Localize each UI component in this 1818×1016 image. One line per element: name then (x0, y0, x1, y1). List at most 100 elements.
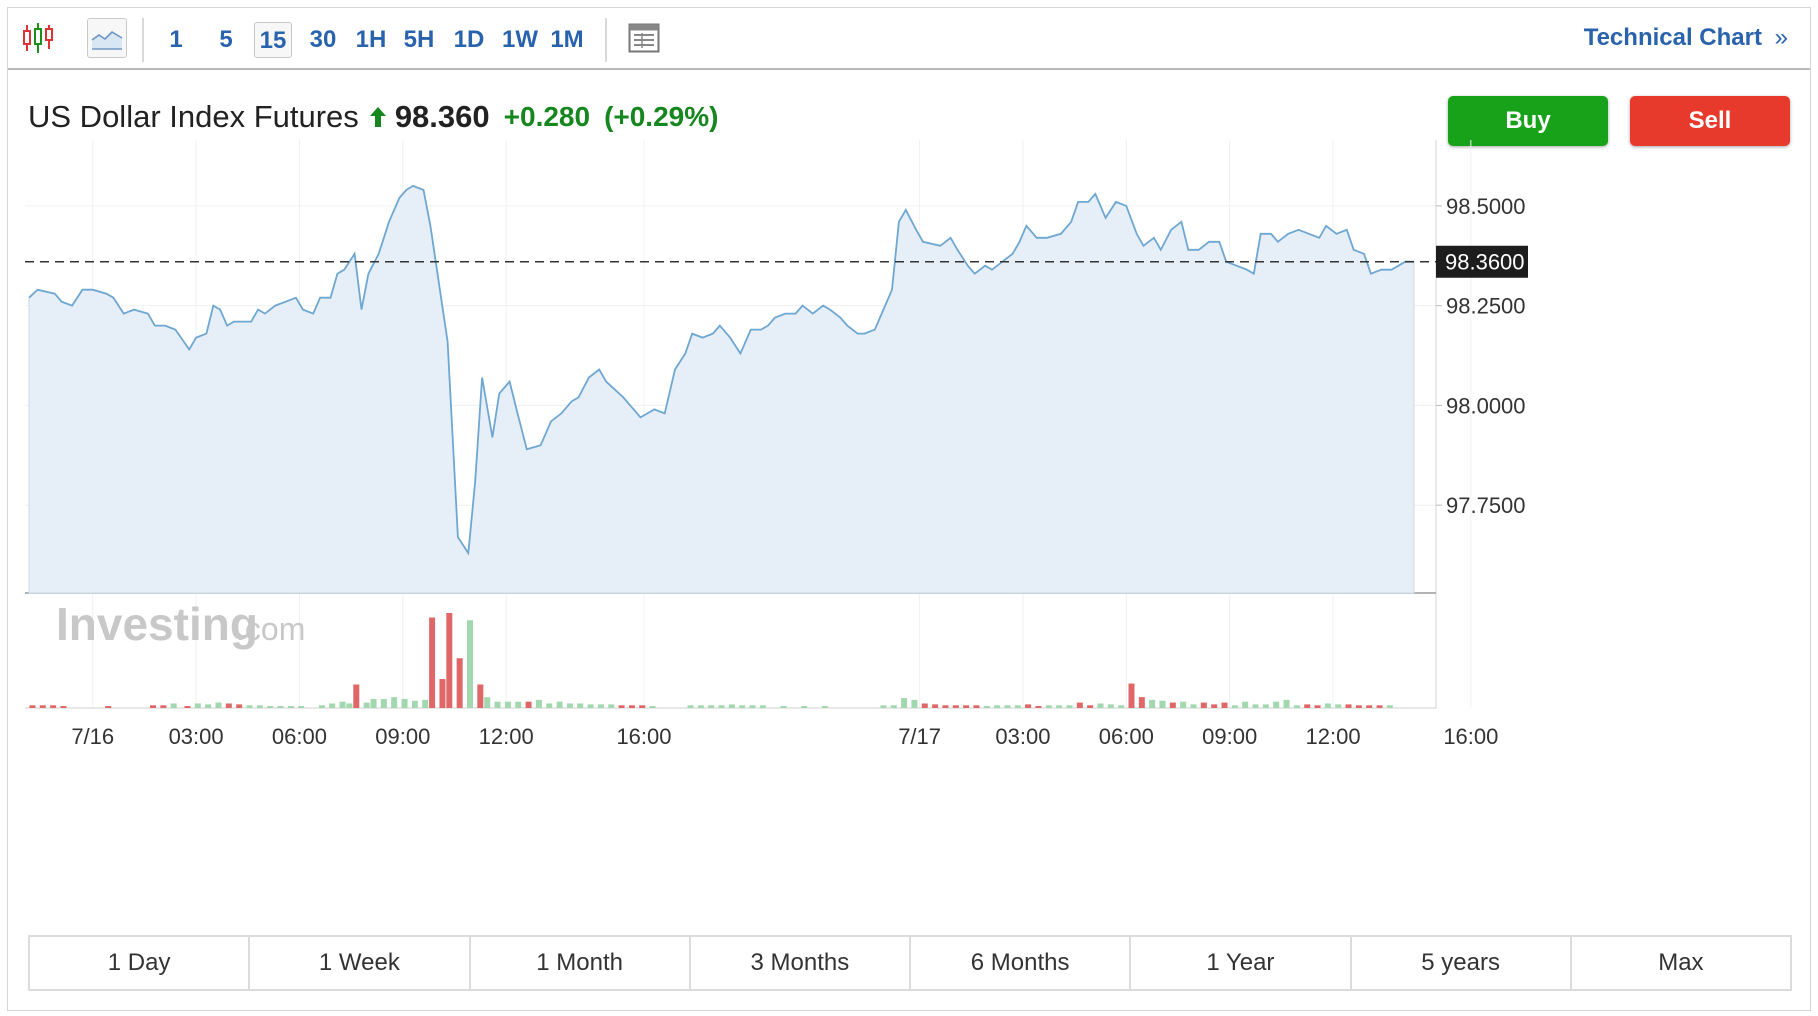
volume-bar (439, 679, 446, 708)
volume-bar (546, 703, 553, 708)
volume-bar (780, 706, 787, 708)
volume-bar (821, 706, 828, 708)
volume-bar (363, 702, 370, 708)
interval-5[interactable]: 5 (219, 26, 233, 53)
volume-bar (759, 705, 766, 708)
volume-bar (535, 699, 542, 708)
volume-bar (370, 698, 377, 708)
technical-chart-link[interactable]: Technical Chart » (1584, 24, 1788, 52)
volume-bar (618, 705, 625, 708)
volume-bar (60, 706, 67, 708)
interval-30[interactable]: 30 (309, 26, 337, 53)
volume-bar (911, 699, 918, 708)
volume-bar (1231, 705, 1238, 708)
volume-bar (1066, 705, 1073, 708)
volume-bar (801, 706, 808, 708)
volume-bar (504, 701, 511, 708)
volume-bar (494, 701, 501, 708)
volume-bar (1293, 705, 1300, 708)
y-tick-label: 97.7500 (1446, 493, 1526, 518)
volume-bar (287, 706, 294, 708)
layout-icon[interactable] (624, 18, 664, 58)
range-6-months[interactable]: 6 Months (911, 937, 1132, 989)
volume-bar (1376, 705, 1383, 708)
buy-button[interactable]: Buy (1448, 96, 1608, 146)
price-chart[interactable]: Investing .com 98.5000 98.2500 98.0000 97.7… (8, 8, 1810, 928)
range-1-month[interactable]: 1 Month (471, 937, 691, 989)
volume-bar (39, 705, 46, 708)
technical-chart-label: Technical Chart (1583, 24, 1762, 51)
x-tick-label: 7/16 (71, 724, 114, 749)
volume-bar (1273, 701, 1280, 708)
volume-bar (1221, 702, 1228, 708)
x-tick-label: 09:00 (1202, 724, 1257, 749)
x-tick-label: 16:00 (616, 724, 671, 749)
area-chart-icon[interactable] (87, 18, 127, 58)
volume-bar (105, 706, 112, 708)
y-tick-label: 98.0000 (1446, 393, 1526, 418)
volume-bar (1283, 699, 1290, 708)
instrument-header: US Dollar Index Futures 98.360 +0.280 (+… (28, 92, 718, 142)
volume-bar (1190, 704, 1197, 708)
double-chevron-icon: » (1774, 24, 1788, 51)
volume-bar (194, 703, 201, 708)
volume-bars (29, 613, 1393, 708)
volume-bar (267, 706, 274, 708)
volume-bar (1149, 699, 1156, 708)
table-layout-glyph (628, 23, 660, 53)
y-axis: 98.5000 98.2500 98.0000 97.7500 (1436, 194, 1526, 518)
volume-bar (1252, 704, 1259, 708)
last-price: 98.360 (394, 99, 490, 134)
x-tick-label: 12:00 (479, 724, 534, 749)
volume-bar (1304, 704, 1311, 708)
area-chart-glyph (91, 30, 123, 50)
investing-watermark: Investing .com (56, 598, 305, 650)
volume-bar (1087, 705, 1094, 708)
volume-bar (391, 697, 398, 708)
x-axis: 7/16 03:00 06:00 09:00 12:00 16:00 7/17 03:00 06… (71, 724, 1498, 749)
range-1-week[interactable]: 1 Week (250, 937, 471, 989)
volume-bar (1180, 701, 1187, 708)
volume-bar (456, 658, 463, 708)
watermark-suffix: .com (236, 611, 305, 647)
interval-5h[interactable]: 5H (403, 26, 435, 53)
price-change: +0.280 (503, 101, 591, 132)
volume-bar (353, 684, 360, 708)
candlestick-chart-icon[interactable] (18, 18, 58, 58)
volume-bar (339, 701, 346, 708)
volume-bar (1355, 705, 1362, 708)
x-tick-label: 03:00 (995, 724, 1050, 749)
volume-bar (890, 705, 897, 708)
volume-bar (184, 706, 191, 708)
range-1-year[interactable]: 1 Year (1131, 937, 1352, 989)
volume-bar (597, 704, 604, 708)
volume-bar (566, 703, 573, 708)
volume-bar (170, 703, 177, 708)
chart-toolbar: 1 5 15 30 1H 5H 1D 1W 1M Technical Chart » (8, 8, 1810, 70)
volume-bar (697, 705, 704, 708)
interval-1w[interactable]: 1W (502, 26, 538, 53)
x-tick-label: 03:00 (169, 724, 224, 749)
x-tick-label: 06:00 (1099, 724, 1154, 749)
volume-bar (150, 705, 157, 708)
volume-bar (708, 705, 715, 708)
candlestick-icon (23, 23, 53, 53)
range-selector: 1 Day 1 Week 1 Month 3 Months 6 Months 1 Year… (28, 935, 1792, 991)
interval-1d[interactable]: 1D (453, 26, 485, 53)
interval-1h[interactable]: 1H (355, 26, 387, 53)
interval-15[interactable]: 15 (254, 22, 292, 58)
sell-button[interactable]: Sell (1630, 96, 1790, 146)
volume-bar (1366, 705, 1373, 708)
x-tick-label: 7/17 (898, 724, 941, 749)
price-area-fill (28, 185, 1415, 594)
volume-bar (556, 701, 563, 708)
interval-1m[interactable]: 1M (550, 26, 584, 53)
range-max[interactable]: Max (1658, 949, 1704, 976)
range-5-years[interactable]: 5 years (1352, 937, 1572, 989)
volume-bar (1128, 683, 1135, 708)
volume-bar (515, 701, 522, 708)
range-1-day[interactable]: 1 Day (30, 937, 251, 989)
interval-1[interactable]: 1 (169, 26, 183, 53)
range-3-months[interactable]: 3 Months (691, 937, 911, 989)
arrow-up-icon (369, 107, 386, 127)
